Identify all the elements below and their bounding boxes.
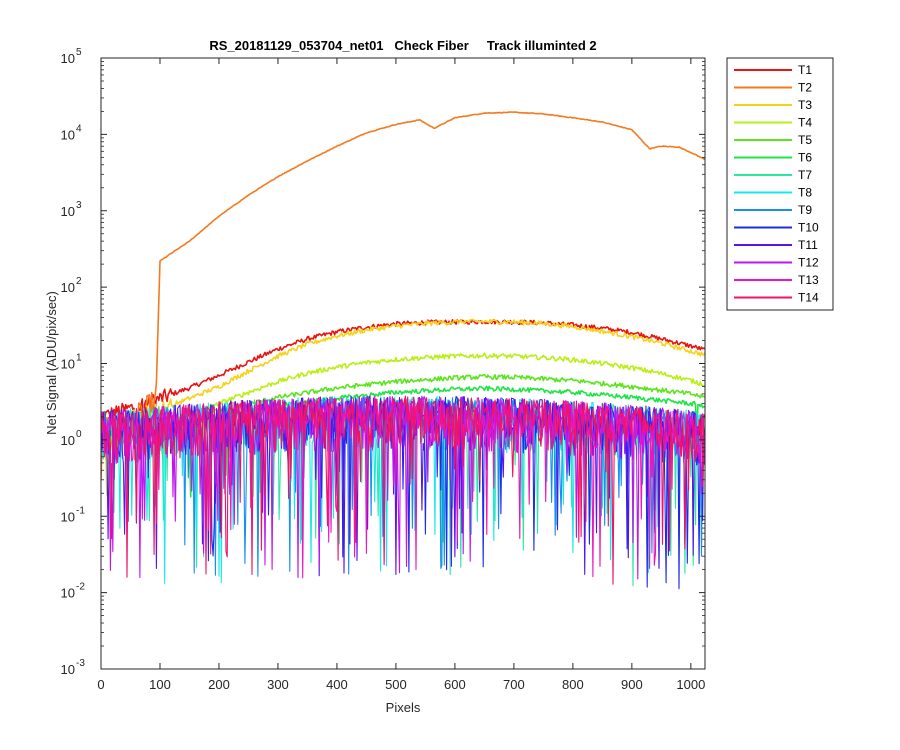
- y-tick-exponent: 4: [76, 123, 82, 134]
- series-line-t14: [101, 395, 705, 585]
- legend-entry-t4: T4: [734, 116, 812, 130]
- legend-label: T2: [798, 81, 812, 95]
- y-tick-exponent: 1: [76, 353, 82, 364]
- legend-entry-t8: T8: [734, 186, 812, 200]
- x-tick-label: 500: [385, 677, 407, 692]
- legend-label: T3: [798, 98, 812, 112]
- x-tick-label: 600: [444, 677, 466, 692]
- y-tick-label: 10: [61, 280, 75, 295]
- y-tick-label: 10: [61, 127, 75, 142]
- x-tick-label: 200: [208, 677, 230, 692]
- legend-entries: T1 T2 T3 T4 T5 T6 T7 T8 T9 T10 T11 T12 T13 T14: [734, 63, 819, 305]
- legend-label: T13: [798, 273, 819, 287]
- legend-label: T4: [798, 116, 812, 130]
- x-axis: 0 100 200 300 400 500 600 700 800 900 1000: [97, 58, 705, 692]
- legend-label: T11: [798, 238, 818, 252]
- legend-label: T10: [798, 221, 819, 235]
- x-tick-label: 0: [97, 677, 104, 692]
- legend-entry-t13: T13: [734, 273, 819, 287]
- x-tick-label: 100: [149, 677, 171, 692]
- y-tick-label: 10: [61, 51, 75, 66]
- x-tick-label: 300: [267, 677, 289, 692]
- plot-area: [100, 57, 706, 670]
- x-tick-label: 400: [326, 677, 348, 692]
- legend-entry-t9: T9: [734, 203, 812, 217]
- series-layer: [101, 111, 705, 590]
- y-tick-label: 10: [61, 586, 75, 601]
- legend-entry-t11: T11: [734, 238, 818, 252]
- legend-entry-t6: T6: [734, 151, 812, 165]
- x-tick-label: 700: [503, 677, 525, 692]
- y-tick-label: 10: [61, 433, 75, 448]
- y-axis-label: Net Signal (ADU/pix/sec): [44, 291, 59, 435]
- y-tick-label: 10: [61, 662, 75, 677]
- legend-entry-t3: T3: [734, 98, 812, 112]
- legend: T1 T2 T3 T4 T5 T6 T7 T8 T9 T10 T11 T12 T13 T14: [726, 57, 834, 311]
- legend-label: T14: [798, 291, 819, 305]
- x-tick-label: 900: [621, 677, 643, 692]
- legend-label: T6: [798, 151, 812, 165]
- y-tick-label: 10: [61, 204, 75, 219]
- series-line-t3: [101, 318, 705, 466]
- legend-entry-t7: T7: [734, 168, 812, 182]
- series-line-t2: [101, 111, 705, 481]
- x-tick-label: 800: [562, 677, 584, 692]
- legend-label: T5: [798, 133, 812, 147]
- legend-entry-t14: T14: [734, 291, 819, 305]
- legend-entry-t5: T5: [734, 133, 812, 147]
- y-tick-label: 10: [61, 509, 75, 524]
- y-tick-label: 10: [61, 357, 75, 372]
- x-axis-label: Pixels: [386, 700, 421, 715]
- legend-label: T9: [798, 203, 812, 217]
- legend-entry-t1: T1: [734, 63, 812, 77]
- y-tick-exponent: -3: [76, 658, 85, 669]
- legend-label: T12: [798, 256, 819, 270]
- legend-entry-t12: T12: [734, 256, 819, 270]
- y-tick-exponent: -2: [76, 582, 85, 593]
- legend-entry-t2: T2: [734, 81, 812, 95]
- legend-entry-t10: T10: [734, 221, 819, 235]
- y-tick-exponent: 5: [76, 47, 82, 58]
- legend-box: [726, 57, 834, 311]
- legend-label: T7: [798, 168, 812, 182]
- y-tick-exponent: 3: [76, 200, 82, 211]
- x-tick-label: 1000: [676, 677, 705, 692]
- y-tick-exponent: -1: [76, 505, 85, 516]
- legend-label: T1: [798, 63, 812, 77]
- y-tick-exponent: 2: [76, 276, 82, 287]
- series-line-t1: [101, 318, 705, 461]
- y-tick-exponent: 0: [76, 429, 82, 440]
- legend-label: T8: [798, 186, 812, 200]
- chart-title: RS_20181129_053704_net01 Check Fiber Tra…: [209, 38, 596, 53]
